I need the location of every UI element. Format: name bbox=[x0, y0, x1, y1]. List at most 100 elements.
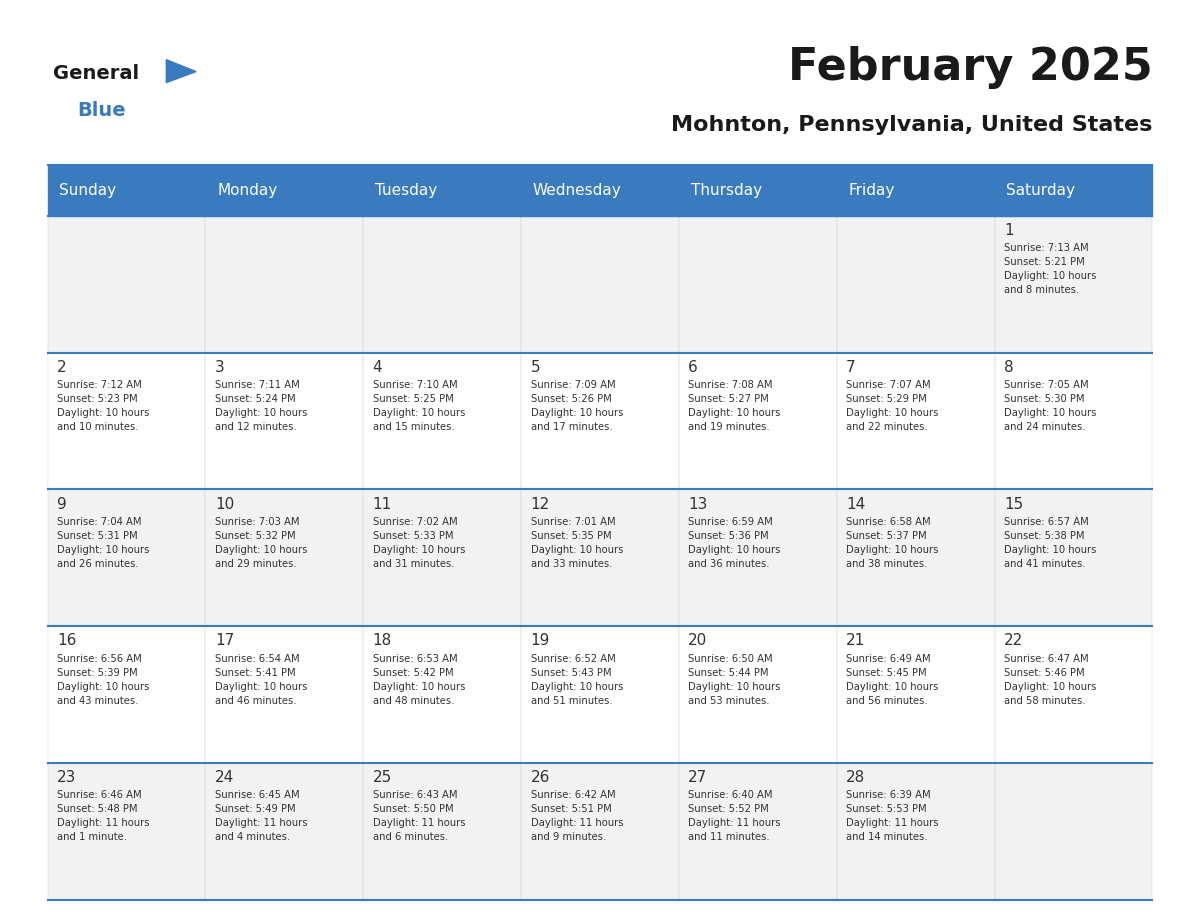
Polygon shape bbox=[166, 60, 196, 83]
Text: Thursday: Thursday bbox=[690, 183, 762, 198]
Text: 26: 26 bbox=[531, 770, 550, 785]
FancyBboxPatch shape bbox=[48, 165, 206, 216]
FancyBboxPatch shape bbox=[364, 165, 522, 216]
FancyBboxPatch shape bbox=[48, 763, 206, 900]
Text: 23: 23 bbox=[57, 770, 76, 785]
Text: Sunrise: 7:11 AM
Sunset: 5:24 PM
Daylight: 10 hours
and 12 minutes.: Sunrise: 7:11 AM Sunset: 5:24 PM Dayligh… bbox=[215, 380, 308, 432]
Text: 4: 4 bbox=[373, 360, 383, 375]
Text: Sunrise: 7:01 AM
Sunset: 5:35 PM
Daylight: 10 hours
and 33 minutes.: Sunrise: 7:01 AM Sunset: 5:35 PM Dayligh… bbox=[531, 517, 623, 569]
FancyBboxPatch shape bbox=[522, 763, 678, 900]
FancyBboxPatch shape bbox=[364, 626, 522, 763]
Text: 11: 11 bbox=[373, 497, 392, 511]
Text: Sunrise: 7:05 AM
Sunset: 5:30 PM
Daylight: 10 hours
and 24 minutes.: Sunrise: 7:05 AM Sunset: 5:30 PM Dayligh… bbox=[1004, 380, 1097, 432]
FancyBboxPatch shape bbox=[48, 353, 206, 489]
Text: General: General bbox=[53, 63, 139, 83]
FancyBboxPatch shape bbox=[836, 165, 994, 216]
Text: 25: 25 bbox=[373, 770, 392, 785]
FancyBboxPatch shape bbox=[48, 489, 206, 626]
Text: 27: 27 bbox=[688, 770, 708, 785]
FancyBboxPatch shape bbox=[994, 489, 1152, 626]
FancyBboxPatch shape bbox=[522, 216, 678, 353]
Text: Sunrise: 6:59 AM
Sunset: 5:36 PM
Daylight: 10 hours
and 36 minutes.: Sunrise: 6:59 AM Sunset: 5:36 PM Dayligh… bbox=[688, 517, 781, 569]
FancyBboxPatch shape bbox=[206, 165, 364, 216]
Text: Sunrise: 7:07 AM
Sunset: 5:29 PM
Daylight: 10 hours
and 22 minutes.: Sunrise: 7:07 AM Sunset: 5:29 PM Dayligh… bbox=[846, 380, 939, 432]
Text: 7: 7 bbox=[846, 360, 855, 375]
Text: 17: 17 bbox=[215, 633, 234, 648]
Text: 9: 9 bbox=[57, 497, 67, 511]
Text: Sunrise: 6:49 AM
Sunset: 5:45 PM
Daylight: 10 hours
and 56 minutes.: Sunrise: 6:49 AM Sunset: 5:45 PM Dayligh… bbox=[846, 654, 939, 706]
Text: 15: 15 bbox=[1004, 497, 1023, 511]
Text: 13: 13 bbox=[688, 497, 708, 511]
Text: Sunrise: 6:39 AM
Sunset: 5:53 PM
Daylight: 11 hours
and 14 minutes.: Sunrise: 6:39 AM Sunset: 5:53 PM Dayligh… bbox=[846, 790, 939, 843]
FancyBboxPatch shape bbox=[678, 216, 836, 353]
FancyBboxPatch shape bbox=[836, 626, 994, 763]
Text: Sunrise: 6:47 AM
Sunset: 5:46 PM
Daylight: 10 hours
and 58 minutes.: Sunrise: 6:47 AM Sunset: 5:46 PM Dayligh… bbox=[1004, 654, 1097, 706]
FancyBboxPatch shape bbox=[48, 216, 206, 353]
Text: 19: 19 bbox=[531, 633, 550, 648]
FancyBboxPatch shape bbox=[994, 626, 1152, 763]
Text: Sunrise: 6:53 AM
Sunset: 5:42 PM
Daylight: 10 hours
and 48 minutes.: Sunrise: 6:53 AM Sunset: 5:42 PM Dayligh… bbox=[373, 654, 465, 706]
Text: Saturday: Saturday bbox=[1006, 183, 1075, 198]
FancyBboxPatch shape bbox=[206, 763, 364, 900]
Text: 28: 28 bbox=[846, 770, 865, 785]
Text: Sunrise: 6:58 AM
Sunset: 5:37 PM
Daylight: 10 hours
and 38 minutes.: Sunrise: 6:58 AM Sunset: 5:37 PM Dayligh… bbox=[846, 517, 939, 569]
FancyBboxPatch shape bbox=[522, 489, 678, 626]
Text: Mohnton, Pennsylvania, United States: Mohnton, Pennsylvania, United States bbox=[671, 115, 1152, 135]
Text: Sunrise: 6:42 AM
Sunset: 5:51 PM
Daylight: 11 hours
and 9 minutes.: Sunrise: 6:42 AM Sunset: 5:51 PM Dayligh… bbox=[531, 790, 623, 843]
FancyBboxPatch shape bbox=[994, 763, 1152, 900]
FancyBboxPatch shape bbox=[678, 626, 836, 763]
Text: Monday: Monday bbox=[217, 183, 278, 198]
Text: 10: 10 bbox=[215, 497, 234, 511]
Text: Sunrise: 7:08 AM
Sunset: 5:27 PM
Daylight: 10 hours
and 19 minutes.: Sunrise: 7:08 AM Sunset: 5:27 PM Dayligh… bbox=[688, 380, 781, 432]
FancyBboxPatch shape bbox=[994, 216, 1152, 353]
Text: Sunrise: 6:56 AM
Sunset: 5:39 PM
Daylight: 10 hours
and 43 minutes.: Sunrise: 6:56 AM Sunset: 5:39 PM Dayligh… bbox=[57, 654, 150, 706]
Text: Sunrise: 6:40 AM
Sunset: 5:52 PM
Daylight: 11 hours
and 11 minutes.: Sunrise: 6:40 AM Sunset: 5:52 PM Dayligh… bbox=[688, 790, 781, 843]
FancyBboxPatch shape bbox=[836, 216, 994, 353]
FancyBboxPatch shape bbox=[364, 763, 522, 900]
FancyBboxPatch shape bbox=[678, 763, 836, 900]
Text: Sunrise: 7:09 AM
Sunset: 5:26 PM
Daylight: 10 hours
and 17 minutes.: Sunrise: 7:09 AM Sunset: 5:26 PM Dayligh… bbox=[531, 380, 623, 432]
Text: Sunrise: 7:04 AM
Sunset: 5:31 PM
Daylight: 10 hours
and 26 minutes.: Sunrise: 7:04 AM Sunset: 5:31 PM Dayligh… bbox=[57, 517, 150, 569]
Text: Sunrise: 7:10 AM
Sunset: 5:25 PM
Daylight: 10 hours
and 15 minutes.: Sunrise: 7:10 AM Sunset: 5:25 PM Dayligh… bbox=[373, 380, 465, 432]
FancyBboxPatch shape bbox=[48, 626, 206, 763]
Text: Sunrise: 6:45 AM
Sunset: 5:49 PM
Daylight: 11 hours
and 4 minutes.: Sunrise: 6:45 AM Sunset: 5:49 PM Dayligh… bbox=[215, 790, 308, 843]
FancyBboxPatch shape bbox=[206, 626, 364, 763]
Text: 24: 24 bbox=[215, 770, 234, 785]
Text: Sunrise: 6:46 AM
Sunset: 5:48 PM
Daylight: 11 hours
and 1 minute.: Sunrise: 6:46 AM Sunset: 5:48 PM Dayligh… bbox=[57, 790, 150, 843]
FancyBboxPatch shape bbox=[206, 489, 364, 626]
Text: Tuesday: Tuesday bbox=[375, 183, 437, 198]
FancyBboxPatch shape bbox=[364, 489, 522, 626]
Text: 8: 8 bbox=[1004, 360, 1013, 375]
Text: 22: 22 bbox=[1004, 633, 1023, 648]
Text: Sunrise: 6:52 AM
Sunset: 5:43 PM
Daylight: 10 hours
and 51 minutes.: Sunrise: 6:52 AM Sunset: 5:43 PM Dayligh… bbox=[531, 654, 623, 706]
FancyBboxPatch shape bbox=[836, 763, 994, 900]
FancyBboxPatch shape bbox=[994, 353, 1152, 489]
Text: 2: 2 bbox=[57, 360, 67, 375]
FancyBboxPatch shape bbox=[364, 216, 522, 353]
Text: Sunrise: 6:50 AM
Sunset: 5:44 PM
Daylight: 10 hours
and 53 minutes.: Sunrise: 6:50 AM Sunset: 5:44 PM Dayligh… bbox=[688, 654, 781, 706]
Text: 6: 6 bbox=[688, 360, 699, 375]
Text: Sunrise: 6:54 AM
Sunset: 5:41 PM
Daylight: 10 hours
and 46 minutes.: Sunrise: 6:54 AM Sunset: 5:41 PM Dayligh… bbox=[215, 654, 308, 706]
Text: 12: 12 bbox=[531, 497, 550, 511]
Text: 20: 20 bbox=[688, 633, 708, 648]
FancyBboxPatch shape bbox=[206, 216, 364, 353]
Text: Friday: Friday bbox=[848, 183, 895, 198]
FancyBboxPatch shape bbox=[836, 489, 994, 626]
FancyBboxPatch shape bbox=[522, 353, 678, 489]
FancyBboxPatch shape bbox=[206, 353, 364, 489]
Text: Sunrise: 7:13 AM
Sunset: 5:21 PM
Daylight: 10 hours
and 8 minutes.: Sunrise: 7:13 AM Sunset: 5:21 PM Dayligh… bbox=[1004, 243, 1097, 296]
FancyBboxPatch shape bbox=[994, 165, 1152, 216]
Text: Blue: Blue bbox=[77, 101, 126, 120]
Text: 3: 3 bbox=[215, 360, 225, 375]
FancyBboxPatch shape bbox=[522, 165, 678, 216]
FancyBboxPatch shape bbox=[836, 353, 994, 489]
Text: February 2025: February 2025 bbox=[788, 46, 1152, 89]
FancyBboxPatch shape bbox=[364, 353, 522, 489]
Text: Sunday: Sunday bbox=[59, 183, 116, 198]
Text: 1: 1 bbox=[1004, 223, 1013, 238]
Text: Wednesday: Wednesday bbox=[533, 183, 621, 198]
Text: Sunrise: 6:43 AM
Sunset: 5:50 PM
Daylight: 11 hours
and 6 minutes.: Sunrise: 6:43 AM Sunset: 5:50 PM Dayligh… bbox=[373, 790, 466, 843]
Text: 18: 18 bbox=[373, 633, 392, 648]
FancyBboxPatch shape bbox=[678, 489, 836, 626]
Text: 21: 21 bbox=[846, 633, 865, 648]
